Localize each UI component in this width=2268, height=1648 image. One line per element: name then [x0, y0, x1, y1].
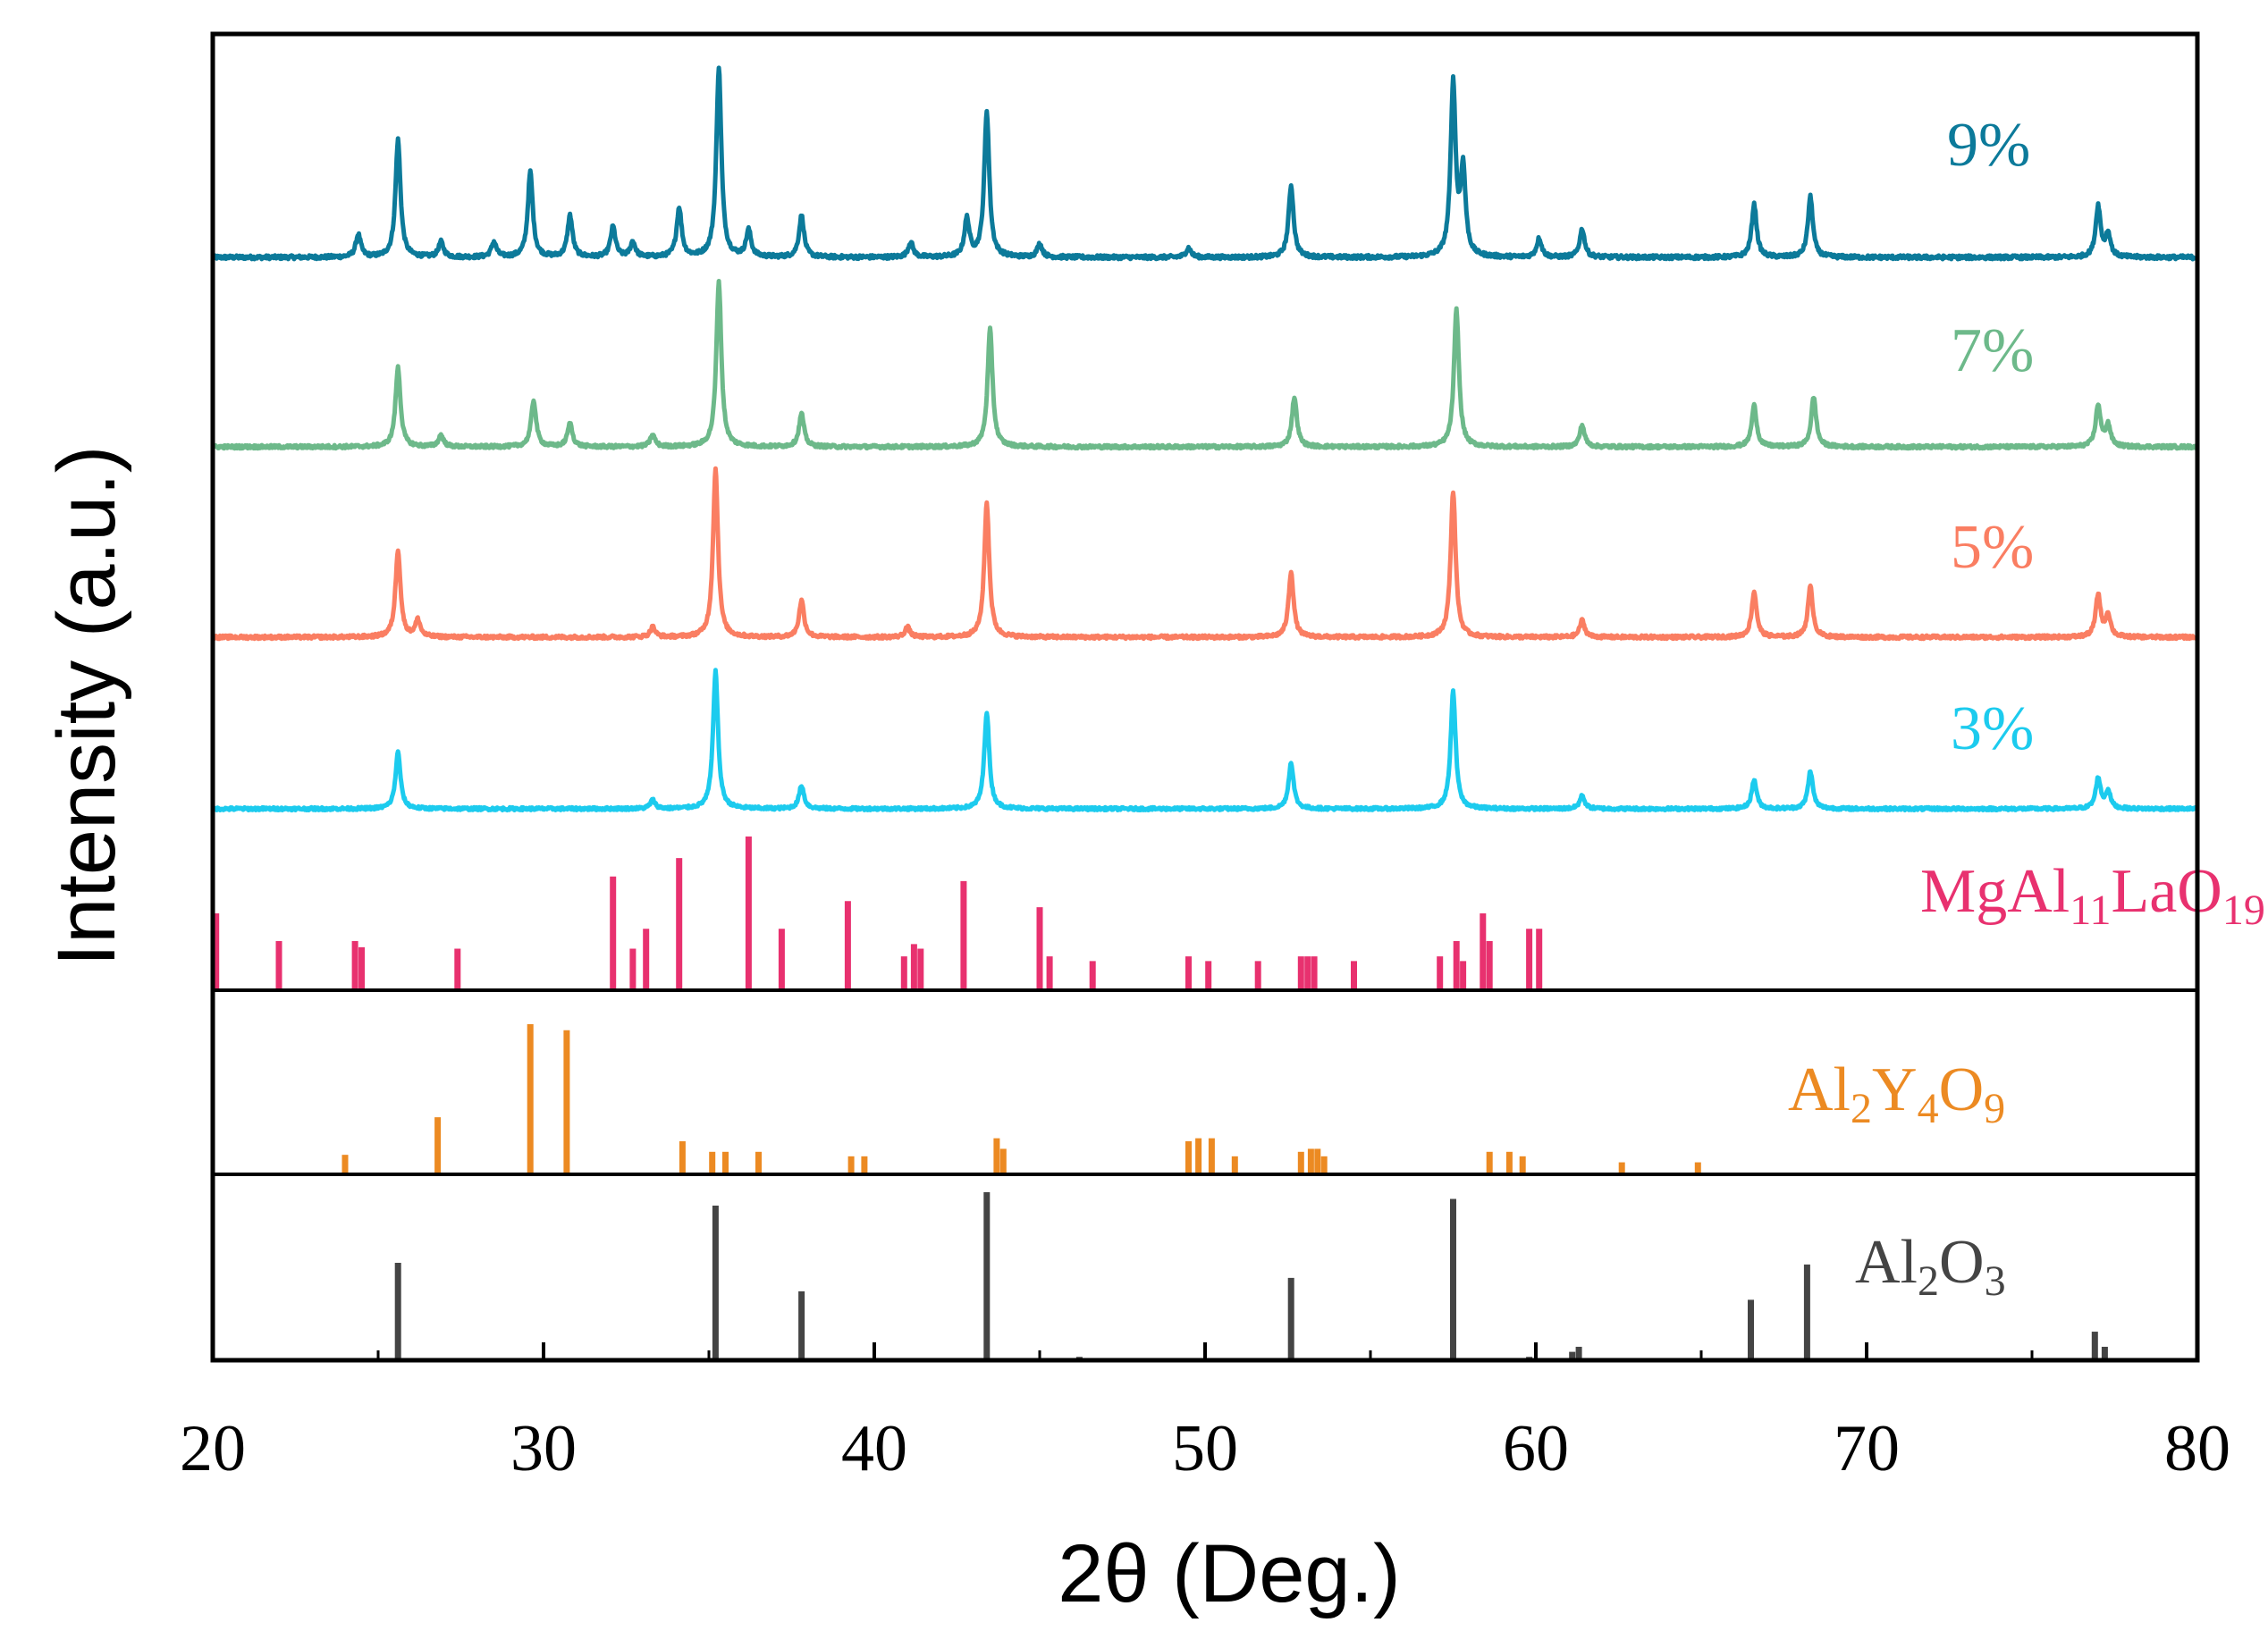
ref-label-3: Al2O3 [1855, 1228, 2006, 1305]
x-tick-label-4: 50 [1172, 1412, 1238, 1485]
x-tick-label-6: 70 [1834, 1412, 1900, 1485]
frame-group [210, 31, 2200, 1363]
series-line-2 [211, 279, 2200, 451]
ticks-group: 20 30 40 50 60 70 80 [180, 1342, 2230, 1485]
series-group: 9% 7% 5% 3% [210, 65, 2200, 813]
series-label-3: 5% [1951, 513, 2034, 582]
x-tick-label-7: 80 [2164, 1412, 2230, 1485]
series-label-4: 3% [1951, 694, 2034, 763]
series-line-1 [210, 65, 2200, 262]
x-tick-label-3: 40 [841, 1412, 907, 1485]
ref-label-2: Al2Y4O9 [1788, 1055, 2005, 1132]
reference-group: MgAl11LaO19 Al2Y4O9 Al2O3 [213, 837, 2265, 1360]
series-line-3 [210, 466, 2200, 642]
series-label-2: 7% [1951, 316, 2034, 385]
x-axis-title: 2θ (Deg.) [1058, 1528, 1401, 1619]
series-label-1: 9% [1947, 111, 2030, 180]
plot-frame [210, 31, 2200, 1363]
series-line-4 [211, 668, 2200, 813]
x-tick-label-1: 20 [180, 1412, 246, 1485]
ref-label-1: MgAl11LaO19 [1920, 857, 2265, 934]
y-axis-title: Intensity (a.u.) [41, 446, 132, 967]
x-tick-label-5: 60 [1503, 1412, 1569, 1485]
x-tick-label-2: 30 [510, 1412, 577, 1485]
